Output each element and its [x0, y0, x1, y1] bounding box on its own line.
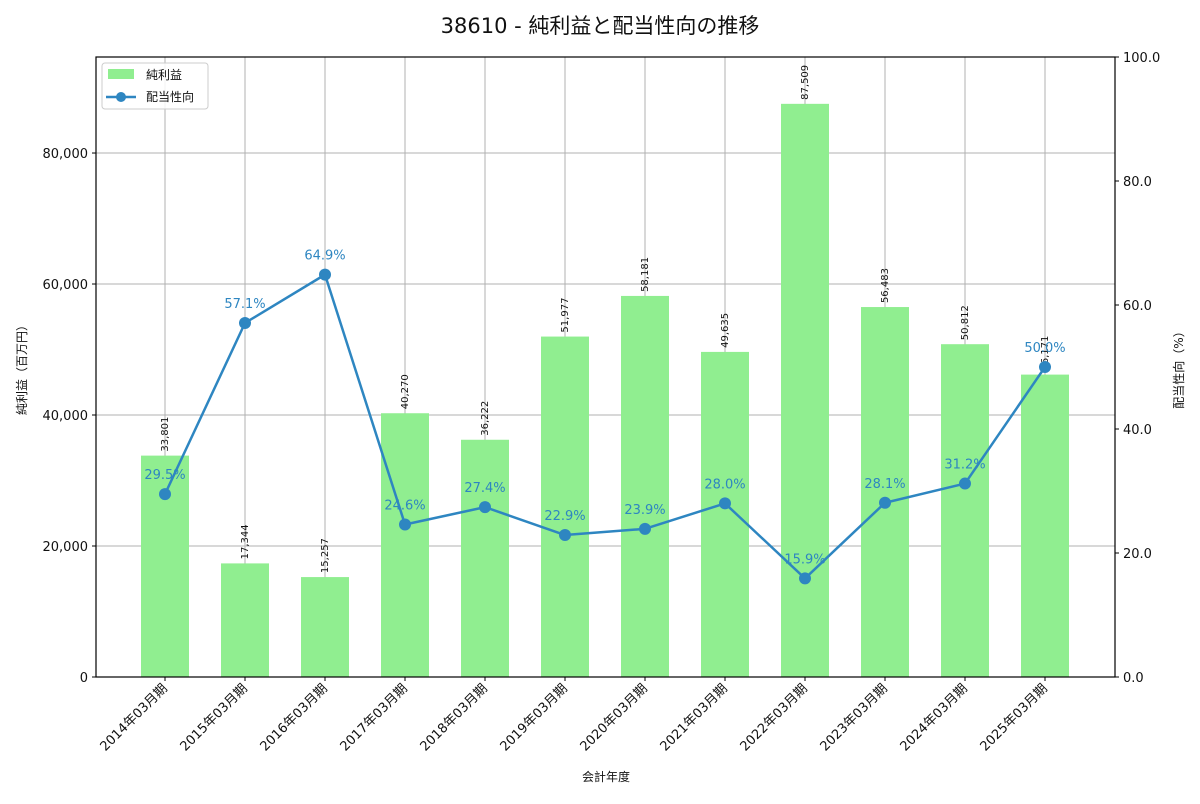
- line-value-label: 29.5%: [144, 468, 185, 483]
- bar: [861, 307, 909, 677]
- bar-value-label: 56,483: [880, 268, 891, 303]
- x-tick-label: 2019年03月期: [498, 681, 571, 754]
- y-tick-label: 60,000: [43, 278, 89, 293]
- x-tick-label: 2018年03月期: [418, 681, 491, 754]
- chart-title: 38610 - 純利益と配当性向の推移: [441, 14, 760, 38]
- bar-value-label: 33,801: [160, 417, 171, 452]
- x-tick-label: 2017年03月期: [338, 681, 411, 754]
- line-marker: [959, 477, 971, 490]
- bar: [461, 439, 509, 677]
- bar-series: [141, 103, 1069, 678]
- bar-value-label: 50,812: [960, 305, 971, 340]
- right-y-axis-label: 配当性向（%）: [1171, 325, 1186, 408]
- y2-tick-label: 0.0: [1123, 671, 1144, 686]
- x-tick-label: 2015年03月期: [178, 681, 251, 754]
- line-marker: [799, 572, 811, 585]
- line-value-label: 64.9%: [304, 249, 345, 264]
- left-y-axis: 0 20,000 40,000 60,000 80,000: [43, 147, 96, 686]
- line-marker: [559, 529, 571, 542]
- bar-value-label: 58,181: [640, 257, 651, 292]
- right-y-axis: 0.0 20.0 40.0 60.0 80.0 100.0: [1115, 51, 1160, 686]
- line-value-label: 23.9%: [624, 503, 665, 518]
- y-tick-label: 80,000: [43, 147, 89, 162]
- bar-value-label: 87,509: [800, 65, 811, 100]
- y2-tick-label: 60.0: [1123, 299, 1152, 314]
- line-value-label: 57.1%: [224, 297, 265, 312]
- legend-label-net-income: 純利益: [146, 68, 182, 82]
- bar: [701, 351, 749, 677]
- line-marker: [399, 518, 411, 531]
- line-value-label: 15.9%: [784, 552, 825, 567]
- y2-tick-label: 40.0: [1123, 423, 1152, 438]
- bar-value-label: 17,344: [240, 524, 251, 559]
- bar: [621, 295, 669, 677]
- y2-tick-label: 20.0: [1123, 547, 1152, 562]
- bar-value-label: 40,270: [400, 374, 411, 409]
- line-value-label: 28.0%: [704, 477, 745, 492]
- legend-marker-icon: [116, 92, 126, 102]
- bar-value-label: 49,635: [720, 313, 731, 348]
- x-tick-label: 2014年03月期: [98, 681, 171, 754]
- x-tick-label: 2022年03月期: [738, 681, 811, 754]
- left-y-axis-label: 純利益（百万円）: [15, 319, 29, 415]
- line-value-label: 22.9%: [544, 509, 585, 524]
- y-tick-label: 40,000: [43, 409, 89, 424]
- x-tick-label: 2025年03月期: [978, 681, 1051, 754]
- y2-tick-label: 100.0: [1123, 51, 1160, 66]
- y-tick-label: 20,000: [43, 540, 89, 555]
- line-value-label: 27.4%: [464, 481, 505, 496]
- line-series: [159, 268, 1051, 585]
- bar-value-label: 36,222: [480, 401, 491, 436]
- x-tick-label: 2020年03月期: [578, 681, 651, 754]
- y-tick-label: 0: [80, 671, 88, 686]
- bar: [1021, 374, 1069, 677]
- payout-ratio-line: [163, 273, 1047, 580]
- legend: 純利益 配当性向: [101, 62, 209, 110]
- bar: [381, 413, 429, 677]
- line-marker: [159, 488, 171, 501]
- legend-bar-swatch-icon: [108, 69, 134, 79]
- line-value-label: 28.1%: [864, 477, 905, 492]
- line-marker: [319, 268, 331, 281]
- bar: [781, 103, 829, 678]
- x-tick-label: 2016年03月期: [258, 681, 331, 754]
- line-marker: [879, 496, 891, 509]
- x-axis: 2014年03月期 2015年03月期 2016年03月期 2017年03月期 2018…: [98, 677, 1051, 755]
- x-tick-label: 2021年03月期: [658, 681, 731, 754]
- bar: [941, 344, 989, 677]
- line-value-labels: 29.5% 57.1% 64.9% 24.6% 27.4% 22.9% 23.9% 28.0%…: [144, 249, 1065, 568]
- legend-label-payout-ratio: 配当性向: [146, 89, 194, 104]
- plot-frame: [95, 56, 1116, 678]
- line-value-label: 50.0%: [1024, 341, 1065, 356]
- bar-value-label: 46,171: [1040, 336, 1051, 371]
- bar-value-label: 15,257: [320, 538, 331, 573]
- line-marker: [639, 522, 651, 535]
- bar: [541, 336, 589, 677]
- line-marker: [719, 497, 731, 510]
- line-marker: [1039, 361, 1051, 373]
- x-tick-label: 2024年03月期: [898, 681, 971, 754]
- bar-value-labels: 33,801 17,344 15,257 40,270 36,222 51,977 58,1…: [160, 65, 1051, 573]
- line-value-label: 31.2%: [944, 458, 985, 473]
- bar: [301, 577, 349, 677]
- x-axis-label: 会計年度: [582, 769, 630, 784]
- bar: [221, 563, 269, 677]
- line-marker: [479, 501, 491, 514]
- bar-value-label: 51,977: [560, 298, 571, 333]
- x-tick-label: 2023年03月期: [818, 681, 891, 754]
- line-marker: [239, 316, 251, 329]
- line-value-label: 24.6%: [384, 498, 425, 513]
- y2-tick-label: 80.0: [1123, 175, 1152, 190]
